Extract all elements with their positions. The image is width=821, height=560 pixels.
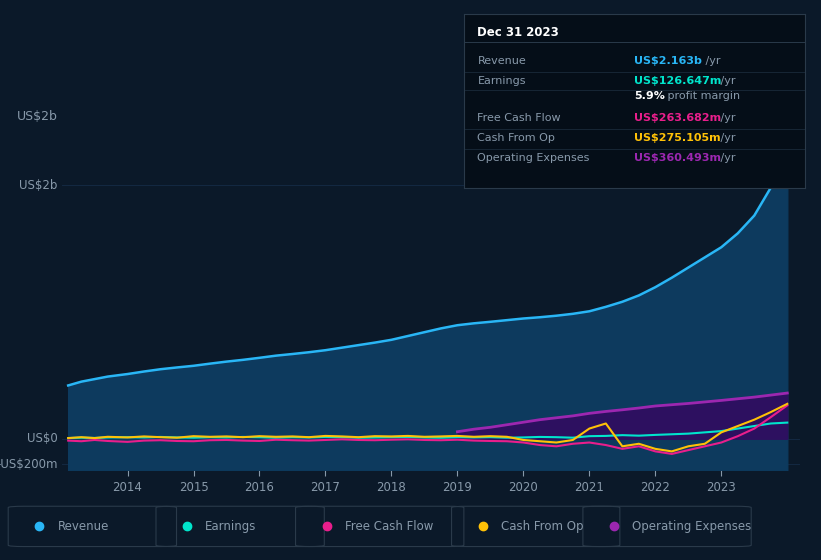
Text: /yr: /yr (717, 133, 735, 143)
Text: /yr: /yr (717, 76, 735, 86)
Text: Free Cash Flow: Free Cash Flow (345, 520, 433, 533)
Text: US$275.105m: US$275.105m (635, 133, 721, 143)
Text: -US$200m: -US$200m (0, 458, 57, 470)
Text: Revenue: Revenue (57, 520, 109, 533)
Text: US$2b: US$2b (19, 179, 57, 192)
Text: US$263.682m: US$263.682m (635, 113, 722, 123)
Text: Dec 31 2023: Dec 31 2023 (478, 26, 559, 39)
Text: /yr: /yr (717, 113, 735, 123)
Text: US$2.163b: US$2.163b (635, 56, 702, 66)
Text: US$360.493m: US$360.493m (635, 153, 721, 163)
Text: 5.9%: 5.9% (635, 91, 665, 101)
Text: /yr: /yr (702, 56, 720, 66)
Text: US$126.647m: US$126.647m (635, 76, 722, 86)
Text: Earnings: Earnings (478, 76, 526, 86)
Text: Free Cash Flow: Free Cash Flow (478, 113, 561, 123)
Text: Operating Expenses: Operating Expenses (478, 153, 589, 163)
Text: Cash From Op: Cash From Op (501, 520, 583, 533)
Text: profit margin: profit margin (664, 91, 741, 101)
Text: US$0: US$0 (27, 432, 57, 445)
Text: US$2b: US$2b (16, 110, 57, 123)
Text: /yr: /yr (717, 153, 735, 163)
Text: Earnings: Earnings (205, 520, 257, 533)
Text: Revenue: Revenue (478, 56, 526, 66)
Text: Operating Expenses: Operating Expenses (632, 520, 751, 533)
Text: Cash From Op: Cash From Op (478, 133, 555, 143)
